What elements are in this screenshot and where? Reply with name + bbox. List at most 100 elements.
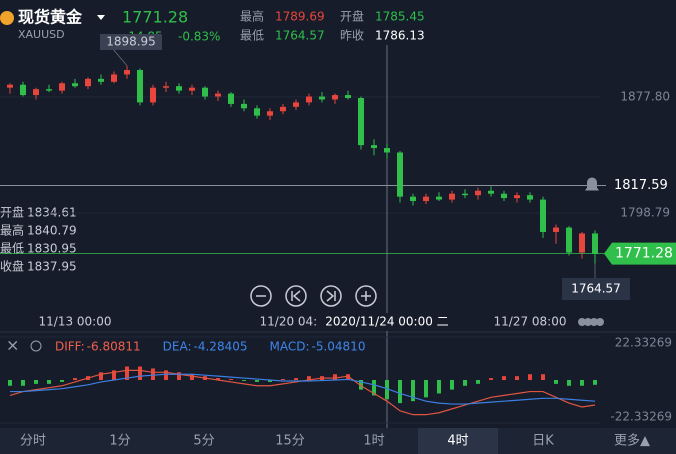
legend-value: -4.28405 (194, 340, 248, 354)
ohlc-overlay: 开盘 1834.61 最高 1840.79 最低 1830.95 收盘 1837… (0, 205, 77, 274)
loading-dot (584, 318, 592, 326)
active-tab (418, 428, 498, 454)
macd-bar (502, 376, 506, 380)
candle-body (176, 86, 182, 91)
tab[interactable]: 1时 (363, 434, 384, 449)
macd-bar (346, 374, 350, 380)
max-marker-box (100, 34, 162, 50)
macd-bar (21, 380, 25, 386)
candle-body (228, 93, 234, 104)
crosshair-label: 2020/11/24 00:00 二 (325, 315, 448, 329)
candle-body (20, 84, 26, 96)
icon (361, 291, 371, 301)
macd-bar (567, 380, 571, 386)
candle-body (111, 74, 117, 82)
legend-name: DIFF: (55, 340, 85, 354)
gold-icon (0, 11, 14, 25)
candle-body (566, 227, 572, 253)
icon (291, 290, 301, 302)
candle-body (397, 152, 403, 197)
candle-body (98, 78, 104, 82)
loading-dot (590, 318, 598, 326)
settings-icon[interactable] (30, 340, 42, 352)
candle-body (514, 195, 520, 199)
candle-body (137, 70, 143, 103)
tab[interactable]: 1分 (109, 434, 130, 449)
last-price-box (604, 242, 676, 265)
tab[interactable]: 5分 (193, 434, 214, 449)
min-marker-label: 1764.57 (571, 282, 621, 296)
candle-body (475, 190, 481, 196)
candle-body (501, 193, 507, 199)
icon (326, 290, 336, 302)
candle-body (124, 70, 130, 75)
stat-label: 最低 (240, 29, 264, 43)
y-tick-label: 1877.80 (620, 89, 670, 103)
symbol: XAUUSD (18, 28, 65, 41)
candle-body (410, 196, 416, 202)
stat-value: 1789.69 (275, 10, 325, 24)
y-tick-label: 22.33269 (615, 336, 672, 350)
macd-bar (294, 378, 298, 380)
alert-label-box (606, 175, 676, 196)
macd-bar (411, 380, 415, 402)
macd-bar (450, 380, 454, 390)
tab[interactable]: 15分 (275, 434, 305, 449)
legend-name: MACD: (269, 340, 309, 354)
macd-bar (99, 372, 103, 380)
ohlc-label: 开盘 (0, 205, 24, 220)
ohlc-value: 1834.61 (27, 206, 77, 220)
candle-body (7, 84, 13, 88)
candle-body (488, 190, 494, 194)
candle-body (72, 83, 78, 87)
price: 1771.28 (122, 8, 188, 27)
stat-label: 开盘 (340, 9, 364, 24)
next-button[interactable] (320, 285, 342, 307)
macd-line (10, 373, 596, 405)
macd-bar (385, 380, 389, 400)
macd-bar (151, 368, 155, 380)
candle-body (371, 145, 377, 149)
dropdown-arrow[interactable] (97, 15, 105, 20)
tab[interactable]: 更多▲ (614, 433, 650, 449)
macd-bar (398, 380, 402, 404)
x-tick-label: 11/20 04:00 (260, 315, 333, 329)
macd-bar (463, 380, 467, 386)
tab[interactable]: 4时 (447, 434, 468, 449)
candle-body (254, 108, 260, 116)
prev-button[interactable] (285, 285, 307, 307)
close-indicator[interactable]: × (6, 336, 19, 355)
stat-label: 昨收 (340, 29, 364, 43)
macd-bar (359, 380, 363, 390)
macd-bar (255, 380, 259, 382)
ohlc-value: 1840.79 (27, 224, 77, 238)
macd-bar (164, 370, 168, 380)
macd-bar (73, 378, 77, 380)
candle-body (202, 87, 208, 97)
legend-value: -6.80811 (87, 340, 141, 354)
tab[interactable]: 分时 (20, 434, 46, 449)
stat-label: 最高 (240, 9, 264, 24)
tab[interactable]: 日K (532, 434, 554, 449)
candle-body (59, 83, 65, 91)
zoom-in-button[interactable] (355, 285, 377, 307)
candle-body (150, 87, 156, 103)
macd-bar (541, 374, 545, 380)
x-tick-label: 11/13 00:00 (39, 315, 112, 329)
macd-bar (437, 380, 441, 394)
min-marker-box (562, 278, 630, 300)
candle-body (241, 103, 247, 109)
candle-body (280, 106, 286, 112)
change-pct: -0.83% (178, 30, 220, 44)
macd-bar (281, 379, 285, 380)
instrument-name[interactable]: 现货黄金 (18, 8, 83, 27)
macd-bar (515, 376, 519, 380)
candle-body (306, 96, 312, 103)
stat-value: 1786.13 (375, 29, 425, 43)
candle-body (319, 96, 325, 100)
zoom-out-button[interactable] (250, 285, 272, 307)
candle-body (215, 93, 221, 97)
macd-bar (268, 380, 272, 382)
candle-body (462, 193, 468, 196)
